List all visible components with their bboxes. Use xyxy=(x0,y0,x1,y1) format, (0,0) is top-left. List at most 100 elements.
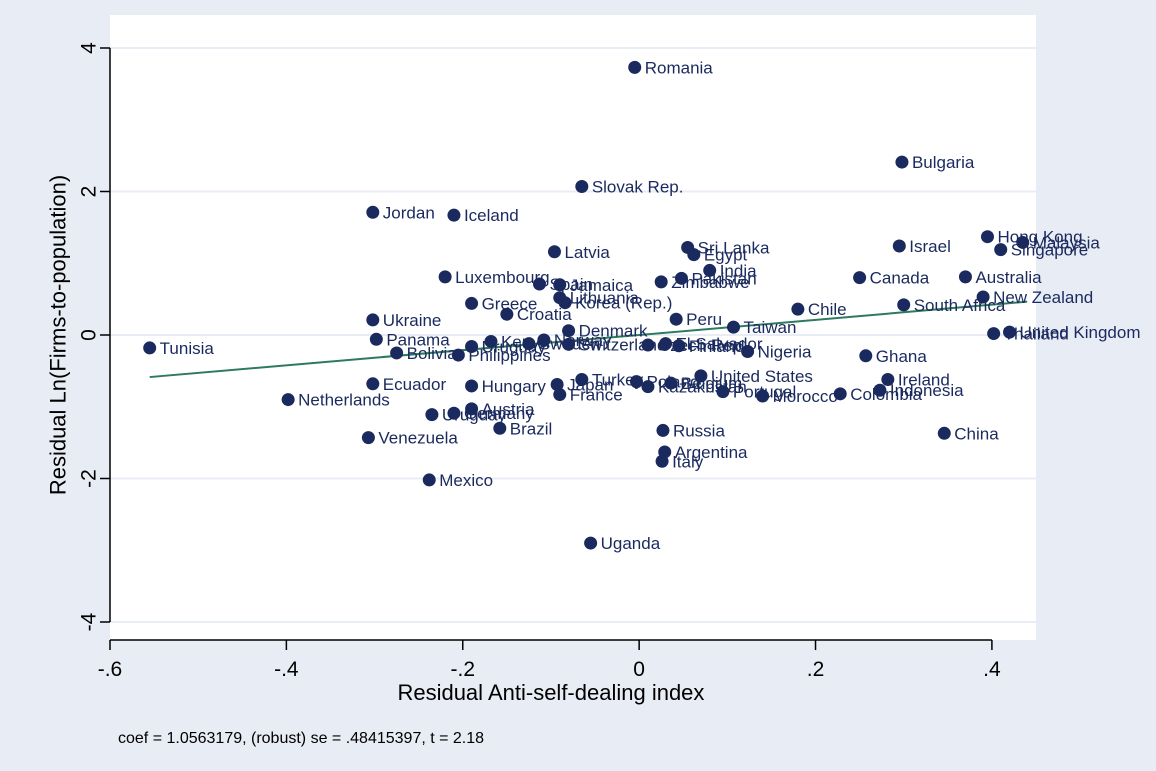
point-label: El Salvador xyxy=(676,335,763,354)
data-point xyxy=(493,421,507,435)
point-label: Netherlands xyxy=(298,391,390,410)
point-label: Switzerland xyxy=(579,335,667,354)
data-point xyxy=(281,393,295,407)
data-point xyxy=(361,431,375,445)
regression-note: coef = 1.0563179, (robust) se = .4841539… xyxy=(118,730,484,747)
point-label: Indonesia xyxy=(890,381,964,400)
point-labels: Romania Bulgaria Slovak Rep. Jordan Iceland H… xyxy=(160,58,1141,553)
point-label: Luxembourg xyxy=(455,268,550,287)
point-label: New Zealand xyxy=(993,288,1093,307)
data-point xyxy=(422,473,436,487)
data-point xyxy=(853,271,867,285)
data-point xyxy=(575,179,589,193)
data-point xyxy=(465,402,479,416)
data-point xyxy=(550,378,564,392)
data-point xyxy=(425,408,439,422)
x-tick-label: 0 xyxy=(633,658,645,681)
data-point xyxy=(1016,235,1030,249)
data-point xyxy=(447,406,461,420)
data-point xyxy=(438,270,452,284)
point-label: Portugal xyxy=(733,383,796,402)
x-tick-label: -.4 xyxy=(274,658,299,681)
point-label: Uruguay xyxy=(482,337,547,356)
data-point xyxy=(562,337,576,351)
point-label: Canada xyxy=(870,269,930,288)
data-point xyxy=(937,426,951,440)
data-point xyxy=(500,307,514,321)
data-point xyxy=(674,271,688,285)
x-tick-label: -.2 xyxy=(451,658,476,681)
data-point xyxy=(553,278,567,292)
point-label: Greece xyxy=(482,294,538,313)
x-tick-label: .4 xyxy=(983,658,1001,681)
x-tick-label: -.6 xyxy=(98,658,123,681)
data-point xyxy=(958,270,972,284)
data-point xyxy=(694,369,708,383)
point-label: Morocco xyxy=(773,387,838,406)
data-point xyxy=(756,389,770,403)
data-point xyxy=(833,387,847,401)
point-label: Jordan xyxy=(383,203,435,222)
data-point xyxy=(553,388,567,402)
data-point xyxy=(575,372,589,386)
point-label: Singapore xyxy=(1011,241,1089,260)
point-label: United Kingdom xyxy=(1020,323,1141,342)
point-label: Tunisia xyxy=(160,339,215,358)
data-point xyxy=(562,324,576,338)
point-label: Philippines xyxy=(468,346,550,365)
point-label: Thailand xyxy=(1004,325,1069,344)
point-label: Colombia xyxy=(850,385,922,404)
point-label: France xyxy=(570,386,623,405)
data-point xyxy=(703,263,717,277)
point-label: Ghana xyxy=(876,347,928,366)
point-label: Israel xyxy=(909,237,951,256)
point-label: Romania xyxy=(645,58,714,77)
data-point xyxy=(451,348,465,362)
data-point xyxy=(447,208,461,222)
point-label: China xyxy=(954,424,999,443)
data-point xyxy=(892,239,906,253)
data-point xyxy=(895,155,909,169)
point-label: Ecuador xyxy=(383,375,447,394)
data-point xyxy=(859,349,873,363)
data-point xyxy=(143,341,157,355)
data-point xyxy=(656,423,670,437)
data-point xyxy=(558,296,572,310)
point-label: Egypt xyxy=(704,246,748,265)
point-label: Venezuela xyxy=(378,429,458,448)
point-label: Chile xyxy=(808,300,847,319)
data-point xyxy=(532,277,546,291)
data-point xyxy=(584,536,598,550)
point-label: Germany xyxy=(464,404,534,423)
x-tick-label: .2 xyxy=(807,658,825,681)
point-label: Pakistan xyxy=(691,269,756,288)
data-point xyxy=(669,312,683,326)
point-label: Hungary xyxy=(482,377,547,396)
data-point xyxy=(727,320,741,334)
data-point xyxy=(366,205,380,219)
y-tick-label: -4 xyxy=(77,612,100,631)
point-label: Finland xyxy=(689,337,745,356)
point-label: Turkey xyxy=(592,370,644,389)
data-point xyxy=(741,345,755,359)
point-label: United States xyxy=(711,367,813,386)
point-label: Bulgaria xyxy=(912,153,975,172)
point-label: Iceland xyxy=(464,206,519,225)
data-point xyxy=(655,454,669,468)
data-point xyxy=(897,298,911,312)
point-label: Poland xyxy=(646,373,699,392)
point-label: Lithuania xyxy=(570,289,640,308)
point-label: Argentina xyxy=(675,443,748,462)
data-point xyxy=(465,339,479,353)
point-label: Denmark xyxy=(579,322,648,341)
point-label: Taiwan xyxy=(744,318,797,337)
point-label: India xyxy=(720,261,757,280)
point-label: Sweden xyxy=(539,335,600,354)
axes: -4 -2 0 2 4 -.6 -.4 -.2 0 .2 .4 xyxy=(77,42,1001,681)
data-point xyxy=(664,376,678,390)
fit-line xyxy=(149,300,1028,379)
point-label: Latvia xyxy=(564,243,610,262)
data-point xyxy=(366,313,380,327)
data-point xyxy=(873,383,887,397)
